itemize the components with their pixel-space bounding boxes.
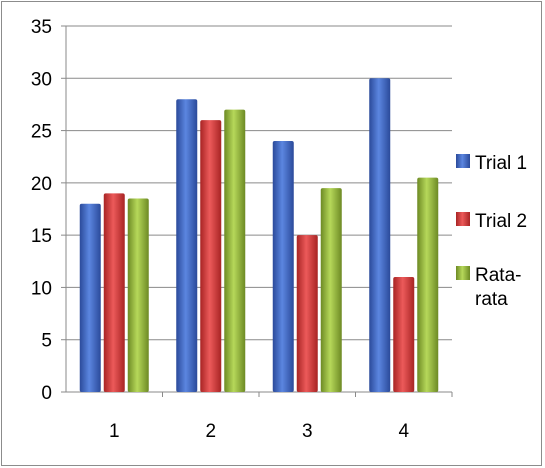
bar-trial-1-2 [176, 99, 198, 392]
bar-trial-1-3 [272, 141, 294, 392]
y-tick-label: 10 [31, 278, 52, 299]
legend-label: Trial 1 [475, 153, 527, 174]
x-tick-label: 4 [398, 421, 409, 442]
legend-swatch-rata-rata [456, 266, 470, 280]
bar-rata-rata-1 [127, 198, 149, 392]
legend-label: Rata-rata [475, 265, 521, 310]
x-tick-label: 1 [109, 421, 120, 442]
legend-swatch-trial-2 [456, 212, 470, 226]
y-tick-label: 30 [31, 69, 52, 90]
bar-trial-1-1 [79, 203, 101, 392]
legend-swatch-trial-1 [456, 154, 470, 168]
x-tick-label: 3 [302, 421, 313, 442]
bar-rata-rata-4 [417, 177, 439, 392]
x-tick-labels: 1 2 3 4 [109, 421, 410, 442]
bar-trial-2-2 [200, 120, 222, 392]
y-tick-label: 0 [41, 383, 52, 404]
bar-trial-2-3 [296, 235, 318, 392]
y-tick-labels: 0 5 10 15 20 25 30 35 [31, 17, 52, 404]
y-tick-label: 20 [31, 174, 52, 195]
y-tick-label: 5 [41, 331, 52, 352]
y-tick-label: 35 [31, 17, 52, 38]
bar-rata-rata-3 [320, 188, 342, 392]
y-tick-label: 25 [31, 122, 52, 143]
bar-trial-2-4 [393, 276, 415, 392]
y-tick-label: 15 [31, 226, 52, 247]
bar-trial-2-1 [103, 193, 125, 392]
legend: Trial 1 Trial 2 Rata-rata [456, 153, 527, 310]
bars [79, 78, 439, 393]
legend-label: Trial 2 [475, 211, 527, 232]
bar-rata-rata-2 [224, 109, 246, 393]
x-tick-label: 2 [205, 421, 216, 442]
bar-trial-1-4 [369, 78, 391, 393]
